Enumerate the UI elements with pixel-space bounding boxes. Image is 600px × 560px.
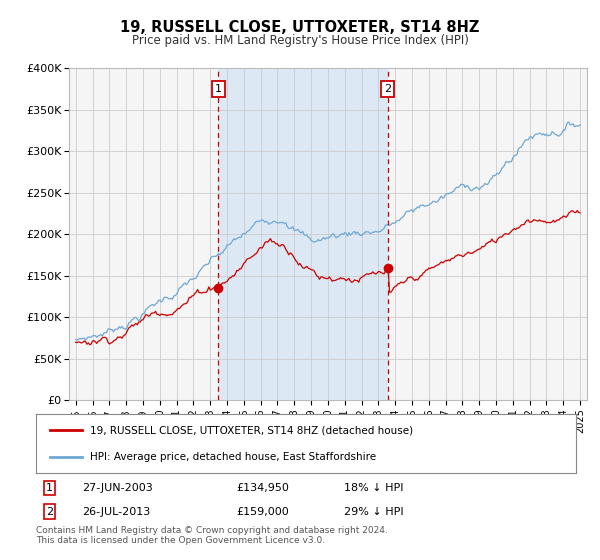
Text: 2: 2 (46, 507, 53, 517)
Bar (218, 68, 388, 400)
Text: HPI: Average price, detached house, East Staffordshire: HPI: Average price, detached house, East… (90, 452, 376, 463)
Text: 1: 1 (215, 84, 222, 94)
Text: £159,000: £159,000 (236, 507, 289, 517)
Text: 27-JUN-2003: 27-JUN-2003 (82, 483, 152, 493)
Text: £134,950: £134,950 (236, 483, 289, 493)
Text: 26-JUL-2013: 26-JUL-2013 (82, 507, 150, 517)
Text: 1: 1 (46, 483, 53, 493)
Text: Price paid vs. HM Land Registry's House Price Index (HPI): Price paid vs. HM Land Registry's House … (131, 34, 469, 46)
Text: 18% ↓ HPI: 18% ↓ HPI (344, 483, 403, 493)
Text: This data is licensed under the Open Government Licence v3.0.: This data is licensed under the Open Gov… (36, 536, 325, 545)
Text: 29% ↓ HPI: 29% ↓ HPI (344, 507, 403, 517)
Text: 2: 2 (384, 84, 391, 94)
Text: 19, RUSSELL CLOSE, UTTOXETER, ST14 8HZ: 19, RUSSELL CLOSE, UTTOXETER, ST14 8HZ (121, 20, 479, 35)
Text: 19, RUSSELL CLOSE, UTTOXETER, ST14 8HZ (detached house): 19, RUSSELL CLOSE, UTTOXETER, ST14 8HZ (… (90, 425, 413, 435)
Text: Contains HM Land Registry data © Crown copyright and database right 2024.: Contains HM Land Registry data © Crown c… (36, 526, 388, 535)
